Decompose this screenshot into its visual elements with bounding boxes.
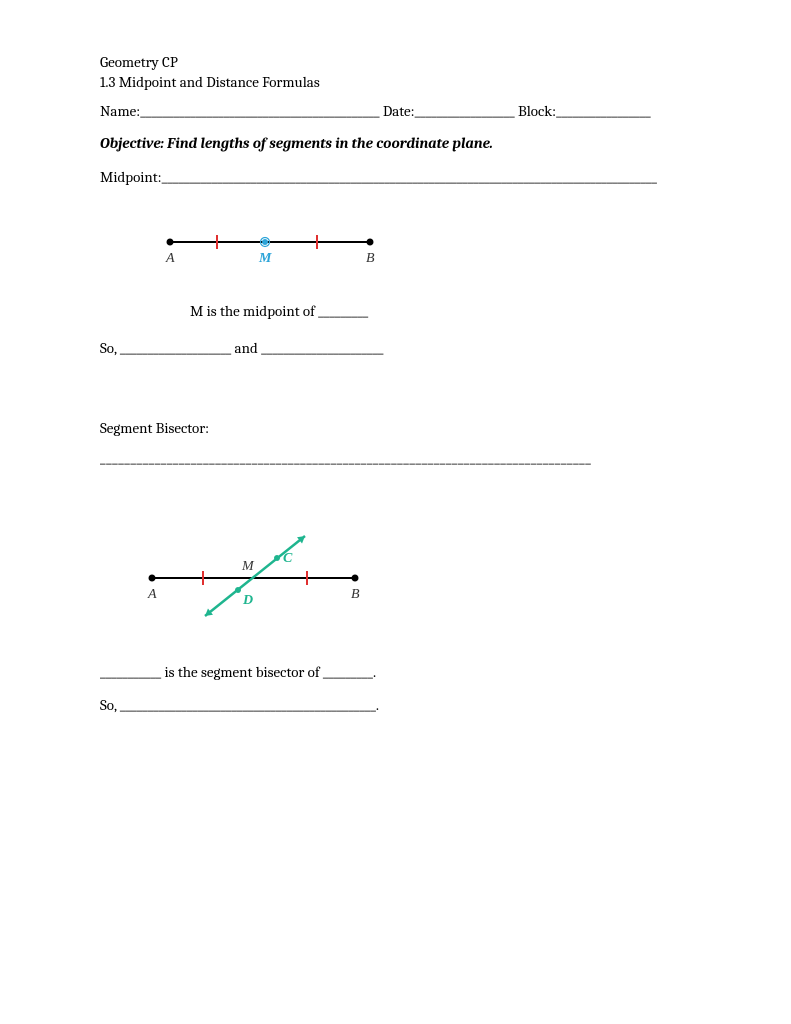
bisector-statement: ___________ is the segment bisector of _… (100, 662, 691, 682)
so-and: and (231, 339, 261, 357)
date-label: Date: (380, 102, 415, 120)
so-blank2[interactable]: ______________________ (261, 339, 383, 357)
bisector-mid-text: is the segment bisector of (161, 663, 323, 681)
bisector-end: . (373, 663, 376, 681)
name-label: Name: (100, 102, 140, 120)
date-blank[interactable]: __________________ (415, 102, 515, 120)
svg-text:M: M (258, 251, 272, 266)
name-blank[interactable]: ________________________________________… (140, 102, 379, 120)
block-label: Block: (515, 102, 556, 120)
bisector-blank1[interactable]: ___________ (100, 663, 161, 681)
objective: Objective: Find lengths of segments in t… (100, 133, 691, 153)
bisector-svg: A B M C D (130, 508, 390, 628)
header: Geometry CP 1.3 Midpoint and Distance Fo… (100, 52, 691, 93)
worksheet-page: Geometry CP 1.3 Midpoint and Distance Fo… (0, 0, 791, 1024)
midpoint-svg: A B M (150, 227, 390, 277)
bisector-diagram: A B M C D (130, 508, 691, 632)
segment-bisector-label: Segment Bisector: (100, 418, 691, 438)
midpoint-diagram: A B M (150, 227, 691, 281)
bisector-blank2[interactable]: _________ (323, 663, 373, 681)
section-title: 1.3 Midpoint and Distance Formulas (100, 72, 691, 92)
so2-blank[interactable]: ________________________________________… (120, 696, 376, 714)
svg-text:M: M (241, 559, 255, 574)
name-date-block-line: Name:___________________________________… (100, 101, 691, 121)
midpoint-definition-line: Midpoint:_______________________________… (100, 167, 691, 187)
so-congruent-line: So, ____________________ and ___________… (100, 338, 691, 358)
midpoint-blank[interactable]: ________________________________________… (162, 168, 657, 186)
svg-text:B: B (366, 251, 375, 266)
so2-end: . (376, 696, 379, 714)
segment-bisector-blank[interactable]: ________________________________________… (100, 448, 691, 468)
svg-text:A: A (147, 587, 157, 602)
svg-text:B: B (351, 587, 360, 602)
course-title: Geometry CP (100, 52, 691, 72)
svg-text:D: D (242, 593, 253, 608)
midpoint-stmt-blank[interactable]: _________ (318, 302, 368, 320)
so-line-2: So, ____________________________________… (100, 695, 691, 715)
midpoint-stmt-text: M is the midpoint of (190, 302, 318, 320)
svg-text:A: A (165, 251, 175, 266)
midpoint-label: Midpoint: (100, 168, 162, 186)
so-blank1[interactable]: ____________________ (120, 339, 231, 357)
midpoint-statement: M is the midpoint of _________ (190, 301, 691, 321)
svg-text:C: C (283, 551, 293, 566)
so-prefix: So, (100, 339, 120, 357)
so2-prefix: So, (100, 696, 120, 714)
block-blank[interactable]: _________________ (556, 102, 651, 120)
